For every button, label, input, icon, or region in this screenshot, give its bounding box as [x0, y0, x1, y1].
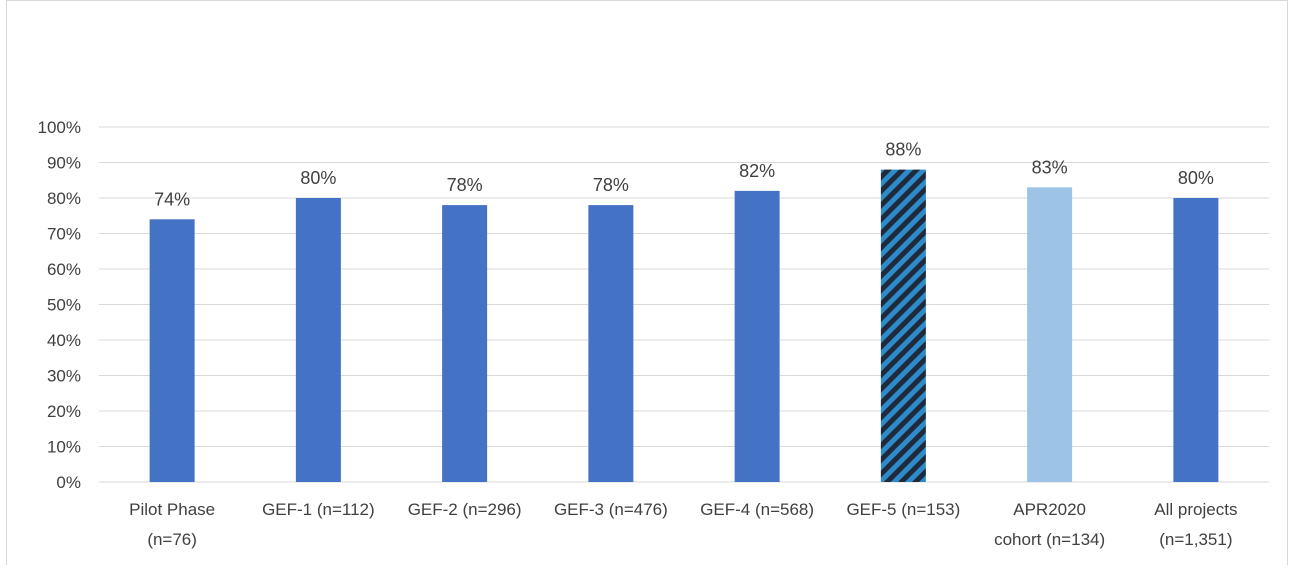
- data-label: 80%: [1178, 168, 1214, 188]
- bar: [880, 169, 926, 482]
- category-label: GEF-4 (n=568): [700, 500, 814, 519]
- y-tick-label: 30%: [47, 367, 81, 386]
- y-tick-label: 10%: [47, 438, 81, 457]
- bar: [588, 205, 634, 482]
- category-label: GEF-2 (n=296): [408, 500, 522, 519]
- category-label: Pilot Phase (n=76): [129, 500, 215, 549]
- category-label: GEF-1 (n=112): [262, 500, 375, 519]
- category-label: GEF-3 (n=476): [554, 500, 668, 519]
- y-tick-label: 90%: [47, 154, 81, 173]
- data-label: 80%: [300, 168, 336, 188]
- bar: [1173, 198, 1219, 482]
- y-axis-tick-labels: 0% 10% 20% 30% 40% 50% 60% 70% 80% 90% 100%: [38, 118, 81, 492]
- bar: [295, 198, 341, 482]
- bar: [734, 190, 780, 482]
- category-label: All projects (n=1,351): [1154, 500, 1237, 549]
- data-label: 74%: [154, 189, 190, 209]
- data-labels: 74% 80% 78% 78% 82% 88% 83% 80%: [154, 140, 1214, 210]
- data-label: 78%: [447, 175, 483, 195]
- data-label: 88%: [885, 140, 921, 160]
- category-labels: Pilot Phase (n=76) GEF-1 (n=112) GEF-2 (n=2…: [129, 500, 1237, 549]
- category-label: GEF-5 (n=153): [846, 500, 960, 519]
- data-label: 83%: [1032, 157, 1068, 177]
- chart-frame: 0% 10% 20% 30% 40% 50% 60% 70% 80% 90% 100% 74% 80%…: [6, 0, 1288, 565]
- y-tick-label: 0%: [56, 473, 81, 492]
- bar-chart: 0% 10% 20% 30% 40% 50% 60% 70% 80% 90% 100% 74% 80%…: [38, 118, 1269, 549]
- data-label: 78%: [593, 175, 629, 195]
- y-tick-label: 70%: [47, 225, 81, 244]
- y-tick-label: 50%: [47, 296, 81, 315]
- y-tick-label: 80%: [47, 189, 81, 208]
- data-label: 82%: [739, 161, 775, 181]
- gridlines: [99, 126, 1269, 483]
- y-tick-label: 60%: [47, 260, 81, 279]
- bar: [1027, 187, 1073, 482]
- y-tick-label: 100%: [38, 118, 81, 137]
- category-label: APR2020 cohort (n=134): [994, 500, 1105, 549]
- bar: [149, 219, 195, 483]
- bars: [149, 169, 1219, 483]
- bar: [442, 205, 488, 482]
- y-tick-label: 20%: [47, 402, 81, 421]
- y-tick-label: 40%: [47, 331, 81, 350]
